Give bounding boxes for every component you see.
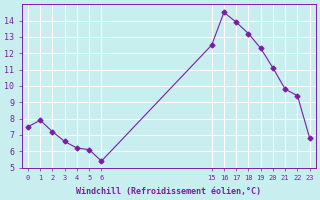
X-axis label: Windchill (Refroidissement éolien,°C): Windchill (Refroidissement éolien,°C) [76,187,261,196]
